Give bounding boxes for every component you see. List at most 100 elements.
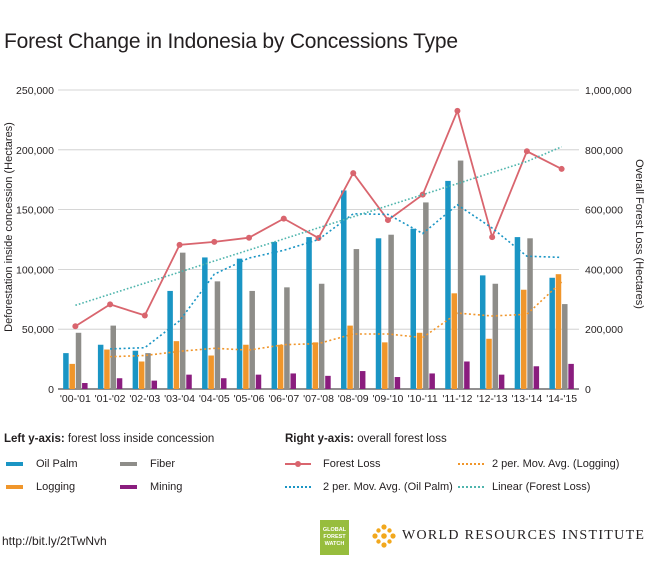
lines — [72, 107, 565, 358]
bar-fiber — [457, 160, 464, 389]
global-forest-watch-logo: GLOBAL FOREST WATCH — [320, 520, 349, 555]
bar-mining — [82, 383, 88, 389]
forest-loss-point — [489, 234, 496, 241]
left-tick-label: 50,000 — [22, 324, 54, 336]
bar-logging — [277, 344, 284, 389]
forest-loss-point — [384, 217, 391, 224]
left-tick-label: 0 — [48, 384, 54, 396]
ma-oil-palm-swatch — [285, 486, 311, 488]
bar-oil-palm — [445, 180, 451, 389]
bar-mining — [325, 375, 331, 389]
bar-oil-palm — [97, 344, 104, 389]
legend-item-mining: Mining — [120, 481, 182, 493]
legend-label-forest-loss: Forest Loss — [323, 458, 381, 470]
x-tick-label: '00-'01 — [60, 393, 91, 405]
ma-logging-swatch — [458, 463, 484, 465]
forest-loss-point — [141, 312, 148, 319]
wri-emblem-icon — [372, 524, 396, 548]
legend-label-logging: Logging — [36, 481, 76, 493]
bar-fiber — [318, 283, 325, 389]
bar-fiber — [110, 325, 116, 389]
legend-item-linear: Linear (Forest Loss) — [458, 481, 590, 493]
wri-logo: WORLD RESOURCES INSTITUTE — [372, 524, 645, 548]
linear-swatch — [458, 486, 484, 488]
right-legend-heading-bold: Right y-axis: — [285, 433, 355, 445]
forest-loss-point — [107, 301, 114, 308]
bar-fiber — [423, 202, 429, 389]
bar-logging — [243, 344, 249, 389]
bar-oil-palm — [514, 237, 521, 389]
bar-oil-palm — [549, 277, 555, 389]
x-tick-label: '12-'13 — [477, 393, 508, 405]
legend-item-forest-loss: Forest Loss — [285, 458, 380, 470]
left-tick-label: 150,000 — [16, 205, 54, 217]
x-tick-label: '01-'02 — [95, 393, 126, 405]
bar-oil-palm — [132, 350, 139, 389]
bar-oil-palm — [306, 237, 312, 389]
bar-mining — [498, 374, 505, 389]
legend-label-ma-oil-palm: 2 per. Mov. Avg. (Oil Palm) — [323, 481, 453, 493]
bar-mining — [429, 373, 435, 389]
legend-label-linear: Linear (Forest Loss) — [492, 481, 591, 493]
right-legend-heading-rest: overall forest loss — [354, 433, 447, 445]
x-tick-label: '10-'11 — [408, 393, 438, 405]
x-tick-label: '08-'09 — [338, 393, 369, 405]
left-legend-heading: Left y-axis: forest loss inside concessi… — [4, 433, 214, 445]
x-tick-label: '13-'14 — [511, 393, 542, 405]
bar-oil-palm — [341, 190, 347, 389]
bar-fiber — [527, 238, 533, 389]
bar-fiber — [214, 281, 221, 389]
bar-oil-palm — [167, 290, 173, 389]
legend-item-ma-logging: 2 per. Mov. Avg. (Logging) — [458, 458, 619, 470]
bar-fiber — [249, 290, 255, 389]
bar-mining — [394, 377, 401, 389]
logging-swatch — [6, 485, 23, 489]
bar-logging — [312, 342, 319, 389]
legend-label-mining: Mining — [150, 481, 183, 493]
forest-loss-point — [350, 170, 357, 177]
mining-swatch — [120, 485, 137, 489]
tick-labels: 0 0 50,000 200,000 100,000 400,000 150,000 600,… — [16, 85, 632, 405]
bar-fiber — [492, 283, 499, 389]
left-tick-label: 100,000 — [16, 264, 54, 276]
left-tick-label: 250,000 — [16, 85, 54, 97]
bar-oil-palm — [236, 258, 243, 389]
left-tick-label: 200,000 — [16, 145, 54, 157]
x-tick-label: '09-'10 — [373, 393, 404, 405]
bar-mining — [359, 371, 366, 389]
bar-mining — [290, 373, 296, 389]
forest-loss-line — [74, 108, 563, 327]
bar-mining — [464, 361, 470, 389]
forest-loss-point — [558, 165, 565, 172]
bar-oil-palm — [202, 257, 208, 389]
bar-mining — [116, 378, 123, 389]
bar-fiber — [284, 287, 290, 389]
legend-label-ma-logging: 2 per. Mov. Avg. (Logging) — [492, 458, 620, 470]
oil-palm-swatch — [6, 462, 23, 466]
bar-logging — [416, 332, 423, 389]
wri-logo-text: WORLD RESOURCES INSTITUTE — [402, 528, 646, 543]
right-tick-label: 800,000 — [585, 145, 623, 157]
bar-logging — [347, 325, 353, 389]
bar-fiber — [353, 249, 360, 389]
bar-mining — [255, 374, 262, 389]
forest-loss-swatch — [285, 461, 311, 467]
forest-loss-point — [315, 235, 322, 242]
gridlines — [58, 89, 579, 390]
bar-mining — [568, 363, 574, 389]
bar-fiber — [179, 252, 186, 389]
gfw-logo-line-2: FOREST — [323, 534, 346, 540]
gfw-logo-line-3: WATCH — [324, 541, 345, 547]
source-url[interactable]: http://bit.ly/2tTwNvh — [2, 534, 107, 548]
bar-oil-palm — [271, 241, 278, 389]
forest-loss-point — [523, 148, 530, 155]
right-tick-label: 200,000 — [585, 324, 623, 336]
left-legend-heading-bold: Left y-axis: — [4, 433, 65, 445]
bar-oil-palm — [410, 228, 416, 389]
bars — [63, 160, 574, 389]
forest-loss-point — [280, 215, 287, 222]
legend-label-fiber: Fiber — [150, 458, 176, 470]
bar-logging — [104, 349, 110, 389]
bar-mining — [151, 380, 158, 389]
right-tick-label: 1,000,000 — [585, 85, 632, 97]
